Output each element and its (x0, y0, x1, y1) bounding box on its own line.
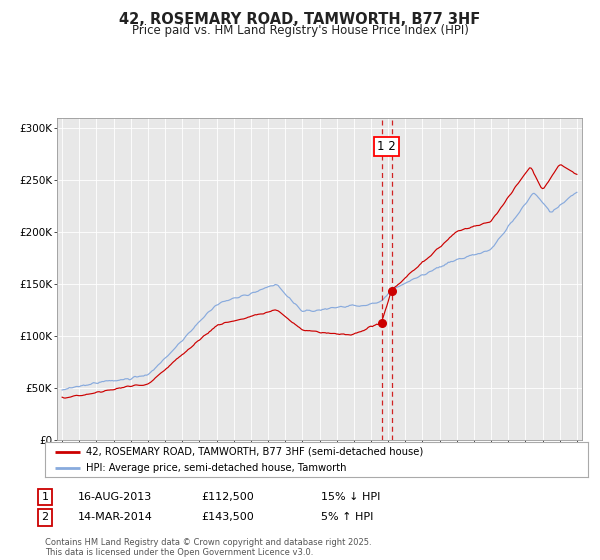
Text: £112,500: £112,500 (201, 492, 254, 502)
Text: Price paid vs. HM Land Registry's House Price Index (HPI): Price paid vs. HM Land Registry's House … (131, 24, 469, 36)
Text: 5% ↑ HPI: 5% ↑ HPI (321, 512, 373, 522)
Text: Contains HM Land Registry data © Crown copyright and database right 2025.
This d: Contains HM Land Registry data © Crown c… (45, 538, 371, 557)
Text: 42, ROSEMARY ROAD, TAMWORTH, B77 3HF (semi-detached house): 42, ROSEMARY ROAD, TAMWORTH, B77 3HF (se… (86, 447, 423, 457)
Text: HPI: Average price, semi-detached house, Tamworth: HPI: Average price, semi-detached house,… (86, 463, 346, 473)
Text: 15% ↓ HPI: 15% ↓ HPI (321, 492, 380, 502)
Text: £143,500: £143,500 (201, 512, 254, 522)
Text: 1: 1 (41, 492, 49, 502)
Text: 16-AUG-2013: 16-AUG-2013 (78, 492, 152, 502)
Text: 14-MAR-2014: 14-MAR-2014 (78, 512, 153, 522)
Text: 1 2: 1 2 (377, 140, 396, 153)
Text: 2: 2 (41, 512, 49, 522)
Text: 42, ROSEMARY ROAD, TAMWORTH, B77 3HF: 42, ROSEMARY ROAD, TAMWORTH, B77 3HF (119, 12, 481, 27)
